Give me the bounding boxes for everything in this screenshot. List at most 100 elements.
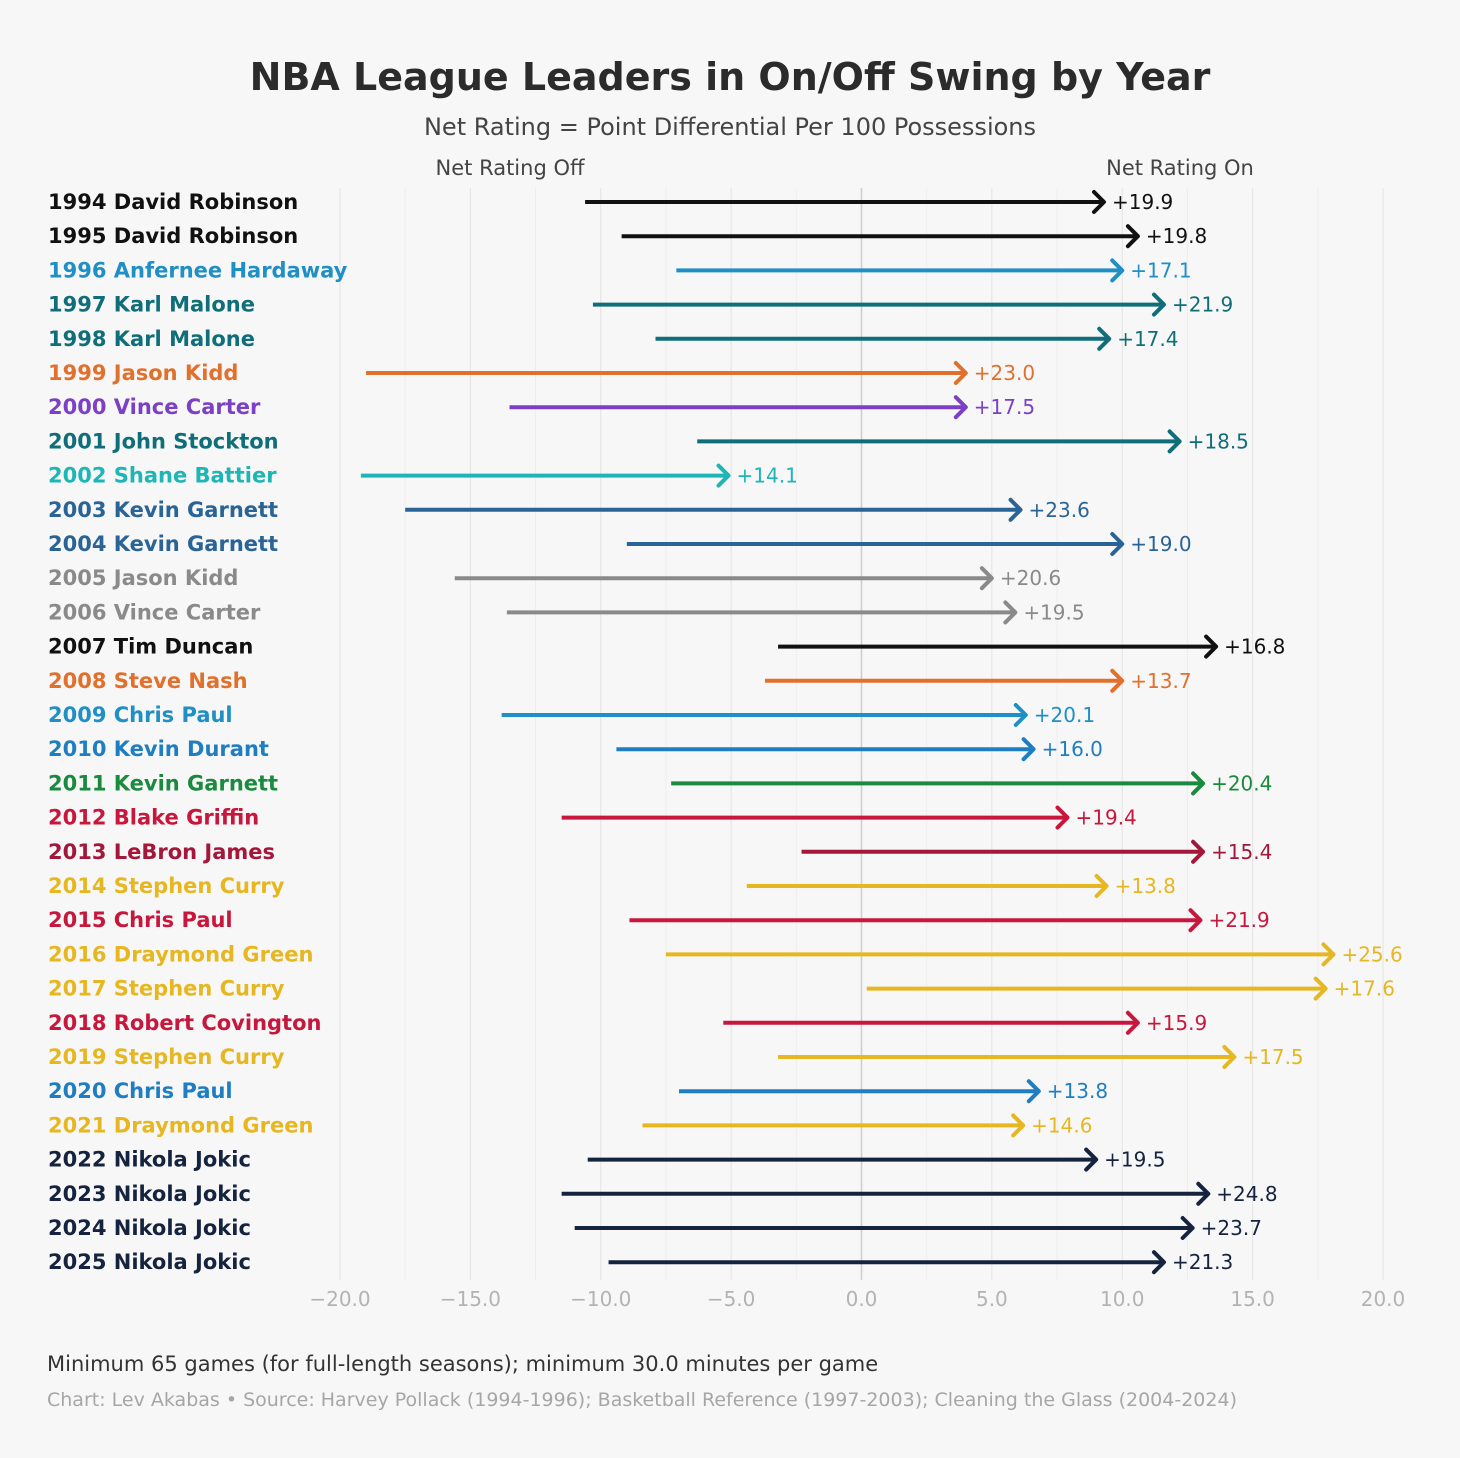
swing-value-label: +13.8	[1115, 874, 1176, 898]
player-season-label: 2001 John Stockton	[48, 429, 279, 453]
swing-arrow-head	[1008, 497, 1023, 522]
swing-value-label: +15.9	[1146, 1011, 1207, 1035]
player-season-label: 2008 Steve Nash	[48, 669, 248, 693]
swing-value-label: +21.3	[1172, 1250, 1233, 1274]
swing-arrow-head	[1055, 805, 1070, 830]
player-row: 2023 Nikola Jokic +24.8	[48, 1181, 1278, 1206]
swing-value-label: +14.1	[737, 464, 798, 488]
swing-value-label: +16.8	[1224, 635, 1285, 659]
swing-arrow-head	[953, 361, 968, 385]
swing-value-label: +17.4	[1117, 327, 1178, 351]
player-row: 2019 Stephen Curry +17.5	[48, 1045, 1304, 1069]
swing-value-label: +23.0	[974, 361, 1035, 385]
swing-value-label: +13.7	[1130, 669, 1191, 693]
swing-arrow-head	[1188, 908, 1203, 933]
player-row: 1996 Anfernee Hardaway +17.1	[48, 258, 1192, 283]
player-row: 1999 Jason Kidd +23.0	[48, 361, 1035, 385]
swing-arrow-head	[1222, 1045, 1237, 1069]
player-season-label: 2016 Draymond Green	[48, 942, 313, 966]
swing-value-label: +19.5	[1023, 600, 1084, 624]
swing-value-label: +18.5	[1188, 429, 1249, 453]
swing-value-label: +21.9	[1172, 293, 1233, 317]
player-row: 2022 Nikola Jokic +19.5	[48, 1147, 1165, 1172]
swing-value-label: +17.6	[1334, 977, 1395, 1001]
swing-arrow-head	[1110, 258, 1125, 283]
swing-value-label: +24.8	[1216, 1182, 1277, 1206]
player-row: 2014 Stephen Curry +13.8	[48, 874, 1176, 898]
swing-arrow-head	[1151, 1250, 1166, 1275]
swing-value-label: +20.6	[1000, 566, 1061, 590]
swing-arrow-head	[1191, 771, 1206, 796]
player-row: 2002 Shane Battier +14.1	[48, 463, 798, 488]
player-season-label: 2009 Chris Paul	[48, 703, 233, 727]
player-row: 2006 Vince Carter +19.5	[48, 600, 1085, 625]
player-season-label: 1994 David Robinson	[48, 190, 298, 214]
swing-arrow-head	[1151, 292, 1166, 317]
player-season-label: 2007 Tim Duncan	[48, 635, 253, 659]
swing-value-label: +15.4	[1211, 840, 1272, 864]
swing-value-label: +19.8	[1146, 224, 1207, 248]
swing-arrow-head	[1026, 1079, 1041, 1104]
swing-value-label: +13.8	[1047, 1079, 1108, 1103]
player-season-label: 1995 David Robinson	[48, 224, 298, 248]
player-row: 2021 Draymond Green +14.6	[48, 1113, 1092, 1138]
swing-arrow-head	[1110, 668, 1125, 693]
player-row: 2010 Kevin Durant +16.0	[48, 737, 1103, 762]
player-season-label: 1998 Karl Malone	[48, 327, 255, 351]
player-season-label: 2020 Chris Paul	[48, 1079, 233, 1103]
swing-arrow-head	[716, 463, 731, 488]
swing-value-label: +17.1	[1130, 258, 1191, 282]
swing-arrow-head	[1204, 634, 1219, 659]
x-tick-label: −15.0	[440, 1287, 501, 1311]
player-season-label: 2015 Chris Paul	[48, 908, 233, 932]
player-row: 2003 Kevin Garnett +23.6	[48, 497, 1090, 522]
swing-arrow-head	[1321, 942, 1336, 967]
swing-value-label: +20.4	[1211, 771, 1272, 795]
player-row: 2024 Nikola Jokic +23.7	[48, 1216, 1262, 1240]
swing-arrow-head	[1091, 190, 1106, 214]
player-row: 2001 John Stockton +18.5	[48, 429, 1249, 454]
player-row: 1995 David Robinson +19.8	[48, 224, 1207, 249]
player-row: 1994 David Robinson +19.9	[48, 190, 1173, 214]
player-season-label: 2017 Stephen Curry	[48, 977, 285, 1001]
player-row: 2011 Kevin Garnett +20.4	[48, 771, 1272, 796]
swing-value-label: +19.0	[1130, 532, 1191, 556]
player-season-label: 2019 Stephen Curry	[48, 1045, 285, 1069]
player-season-label: 1997 Karl Malone	[48, 293, 255, 317]
player-row: 2025 Nikola Jokic +21.3	[48, 1250, 1233, 1275]
swing-value-label: +20.1	[1034, 703, 1095, 727]
player-season-label: 2010 Kevin Durant	[48, 737, 269, 761]
x-axis-ticks: −20.0 −15.0 −10.0 −5.0 0.0 5.0 10.0 15.0 20.0	[309, 1287, 1405, 1311]
player-season-label: 2000 Vince Carter	[48, 395, 261, 419]
swing-arrow-head	[1167, 429, 1182, 454]
player-season-label: 1999 Jason Kidd	[48, 361, 238, 385]
player-season-label: 2005 Jason Kidd	[48, 566, 238, 590]
swing-arrow-head	[1094, 874, 1109, 898]
player-row: 2015 Chris Paul +21.9	[48, 908, 1270, 933]
swing-value-label: +21.9	[1208, 908, 1269, 932]
player-row: 2004 Kevin Garnett +19.0	[48, 532, 1192, 556]
swing-arrow-head	[1084, 1147, 1099, 1172]
player-row: 2008 Steve Nash +13.7	[48, 668, 1192, 693]
player-season-label: 2011 Kevin Garnett	[48, 771, 278, 795]
net-rating-on-header: Net Rating On	[1106, 156, 1254, 180]
swing-arrow-head	[1125, 1010, 1140, 1035]
x-tick-label: 20.0	[1361, 1287, 1406, 1311]
x-tick-label: 15.0	[1230, 1287, 1275, 1311]
player-season-label: 2024 Nikola Jokic	[48, 1216, 251, 1240]
swing-arrow-head	[1191, 839, 1206, 864]
player-row: 1998 Karl Malone +17.4	[48, 326, 1179, 351]
swing-arrow-head	[1125, 224, 1140, 249]
x-tick-label: −20.0	[309, 1287, 370, 1311]
swing-arrow-head	[1011, 1113, 1026, 1138]
player-season-label: 2021 Draymond Green	[48, 1113, 313, 1137]
player-row: 2007 Tim Duncan +16.8	[48, 634, 1285, 659]
player-season-label: 2012 Blake Griffin	[48, 806, 259, 830]
swing-arrow-head	[1003, 600, 1018, 625]
swing-arrow-head	[1021, 737, 1036, 762]
swing-arrow-head	[953, 395, 968, 420]
player-row: 2000 Vince Carter +17.5	[48, 395, 1035, 420]
player-row: 1997 Karl Malone +21.9	[48, 292, 1233, 317]
swing-value-label: +25.6	[1341, 942, 1402, 966]
